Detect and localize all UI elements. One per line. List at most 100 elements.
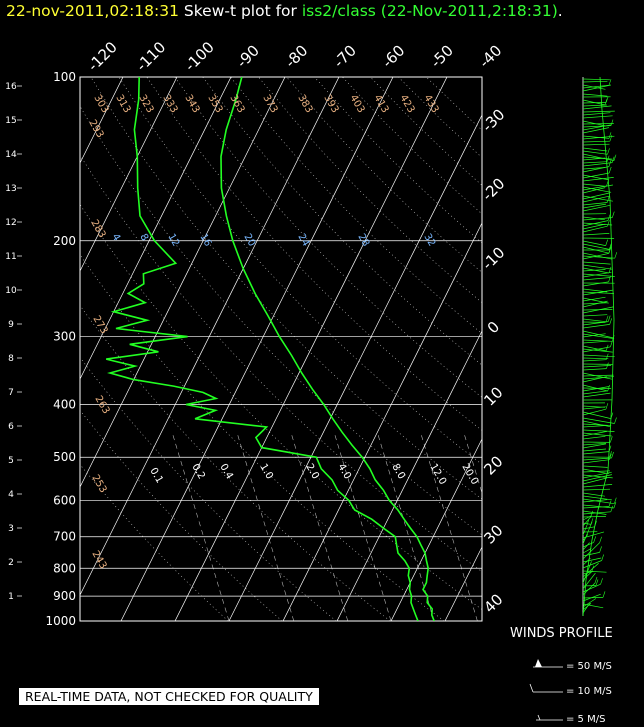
wind-barb	[582, 359, 607, 362]
wind-barb-flag	[613, 501, 617, 509]
wind-barb	[582, 583, 601, 593]
wind-barb	[582, 281, 609, 287]
wind-barb	[582, 531, 605, 539]
wind-barb	[582, 570, 607, 573]
wind-barb	[582, 112, 611, 116]
header-source: iss2/class (22-Nov-2011,2:18:31)	[301, 2, 558, 20]
height-tick-label: 2	[8, 558, 14, 568]
isotherm	[336, 330, 482, 621]
wind-barb	[582, 498, 615, 505]
wind-barb	[582, 277, 611, 281]
wind-barb-flag	[610, 505, 614, 512]
wind-barb	[582, 348, 613, 353]
wind-barb-flag	[605, 239, 608, 246]
wind-barb	[582, 267, 610, 274]
wind-barb	[582, 474, 613, 479]
wind-barb	[582, 552, 600, 557]
wind-barb-flag	[599, 536, 602, 543]
dry-adiabat	[146, 77, 482, 431]
wind-barb	[582, 542, 594, 548]
height-tick-label: 14	[5, 150, 17, 160]
wind-barb	[582, 333, 606, 338]
wind-barb	[582, 435, 606, 440]
temp-tick-top: -60	[378, 41, 408, 71]
isotherm	[499, 77, 644, 621]
wind-barb	[582, 255, 615, 259]
wind-legend-tick-5	[537, 714, 541, 721]
wind-barb	[582, 261, 611, 265]
wind-barb	[582, 166, 609, 173]
height-tick-label: 3	[8, 524, 14, 534]
temp-tick-right: 30	[480, 521, 506, 547]
wind-barb-flag	[609, 451, 612, 458]
wind-barb	[582, 156, 613, 160]
temp-tick-right: 20	[480, 452, 506, 478]
wind-barb	[582, 289, 613, 296]
mixing-label-upper: 20	[241, 232, 257, 249]
wind-barb	[582, 372, 612, 380]
wind-barb	[582, 167, 606, 170]
wind-barb	[582, 203, 607, 209]
temp-tick-right: -30	[478, 105, 508, 135]
series-temperature	[220, 77, 435, 621]
wind-barb	[582, 223, 606, 230]
wind-barb	[582, 585, 597, 587]
wind-barb-flag	[605, 403, 609, 410]
wind-barb	[582, 143, 610, 146]
wind-barb	[582, 563, 599, 578]
wind-barb	[582, 339, 613, 342]
wind-barb-flag	[608, 275, 611, 282]
temp-tick-right: 10	[480, 383, 506, 409]
wind-barb-flag	[608, 247, 612, 254]
temp-tick-top: -50	[427, 41, 457, 71]
mixing-label-lower: 1.0	[257, 462, 274, 481]
wind-barb	[582, 78, 610, 81]
wind-barb	[582, 346, 611, 353]
wind-barb	[582, 172, 610, 179]
mixing-label-upper: 24	[295, 232, 311, 249]
wind-barb	[582, 264, 613, 270]
wind-barb	[582, 110, 615, 113]
dry-adiabat	[425, 77, 482, 131]
wind-legend-5: = 5 M/S	[566, 714, 606, 725]
wind-barb-flag	[612, 211, 615, 218]
wind-barb	[582, 429, 615, 432]
wind-barb	[582, 522, 591, 525]
theta-label: 273	[90, 314, 109, 336]
wind-barb	[582, 357, 609, 360]
wind-barb-flag	[608, 166, 612, 174]
wind-barb	[582, 123, 614, 125]
mixing-ratio-line	[377, 432, 435, 621]
wind-barb-flag	[591, 565, 594, 572]
wind-barb	[582, 526, 595, 530]
height-tick-label: 11	[5, 252, 16, 262]
wind-barb-flag	[607, 148, 610, 155]
wind-barb	[582, 84, 606, 90]
wind-barb-flag	[606, 362, 609, 369]
wind-barb	[582, 161, 608, 164]
dry-adiabat	[80, 154, 482, 573]
pressure-tick-label: 600	[53, 493, 76, 507]
mixing-label-lower: 2.0	[303, 462, 320, 481]
wind-barb	[582, 184, 613, 191]
wind-barb	[582, 593, 601, 602]
mixing-ratio-line	[236, 432, 295, 621]
wind-barb	[582, 153, 615, 162]
wind-barb	[582, 488, 611, 491]
mixing-label-lower: 4.0	[335, 462, 352, 481]
wind-barb	[582, 345, 607, 352]
height-tick-label: 4	[8, 490, 14, 500]
temp-tick-right: 0	[484, 318, 503, 337]
plot-border	[79, 76, 483, 622]
height-tick-label: 7	[8, 388, 14, 398]
temp-tick-top: -100	[181, 38, 218, 75]
pressure-tick-label: 300	[53, 330, 76, 344]
height-tick-label: 10	[5, 286, 17, 296]
wind-barb	[582, 104, 607, 107]
wind-barb	[582, 202, 608, 206]
wind-barb	[582, 542, 590, 551]
pressure-tick-label: 100	[53, 70, 76, 84]
wind-legend-50: = 50 M/S	[566, 661, 612, 672]
wind-barb	[582, 390, 608, 395]
plot-frame	[79, 76, 483, 622]
